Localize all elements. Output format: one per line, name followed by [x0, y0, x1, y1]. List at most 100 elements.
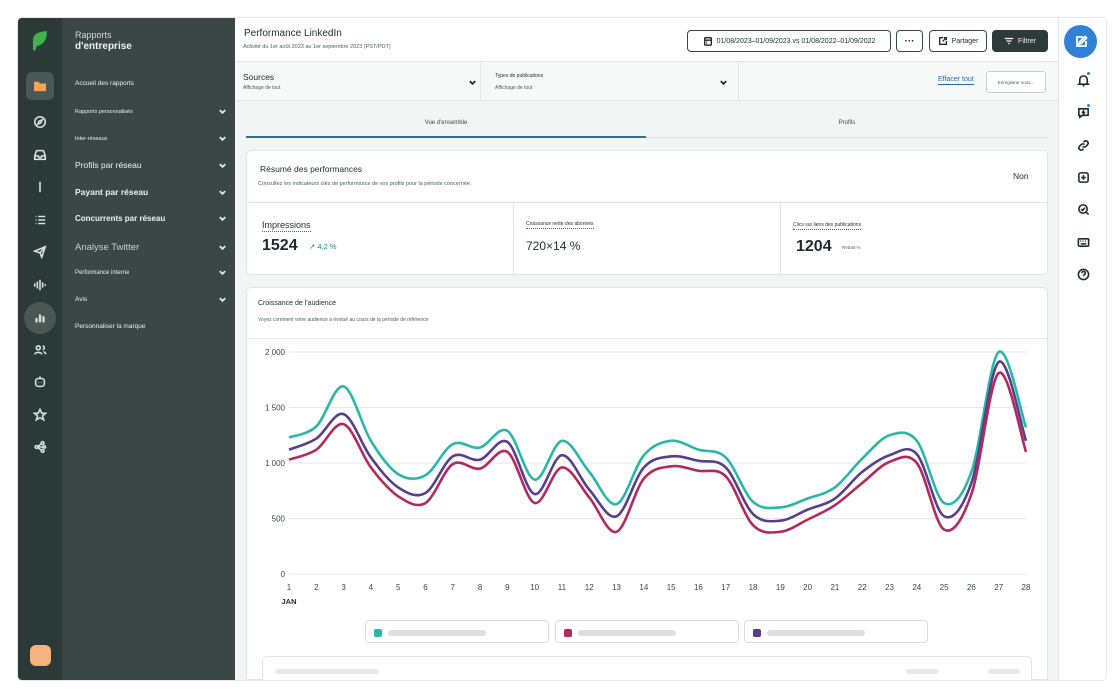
clear-all-link[interactable]: Effacer tout [938, 76, 974, 85]
x-tick-label: 6 [423, 583, 428, 592]
x-tick-label: 13 [612, 583, 621, 592]
send-icon[interactable] [26, 238, 54, 266]
help-button[interactable] [1073, 264, 1093, 284]
tab-label: Vue d'ensemble [424, 120, 468, 126]
nav-item-branding[interactable]: Personnaliser la marque [75, 323, 227, 330]
growth-subtitle: Voyez comment votre audience a évolué au… [258, 317, 429, 323]
legend-swatch [564, 629, 572, 637]
x-tick-label: 8 [478, 583, 483, 592]
legend-item-series-1[interactable] [365, 620, 549, 643]
y-tick-label: 1 000 [265, 459, 286, 468]
nav-item-label: Analyse Twitter [75, 242, 140, 253]
nav-item-competitors-by-network[interactable]: Concurrents par réseau [75, 214, 227, 223]
notifications-button[interactable] [1073, 70, 1093, 90]
x-tick-label: 23 [885, 583, 894, 592]
review-button[interactable] [1073, 199, 1093, 219]
x-tick-label: 1 [287, 583, 292, 592]
y-tick-label: 500 [272, 515, 286, 524]
legend-item-series-2[interactable] [555, 620, 739, 643]
metric-value: 1524 [262, 237, 298, 254]
share-icon [938, 37, 947, 45]
sources-select[interactable]: Sources Affichage de tout [235, 63, 481, 101]
nav-item-label: Rapports personnalisés [75, 108, 133, 115]
x-tick-label: 10 [530, 583, 539, 592]
keyboard-button[interactable] [1073, 232, 1093, 252]
filter-button[interactable]: Filtrer [992, 30, 1048, 52]
reports-icon[interactable] [24, 302, 56, 334]
pin-icon[interactable] [26, 173, 54, 201]
tab-profiles[interactable]: Profils [646, 120, 1048, 138]
more-options-button[interactable]: ··· [896, 30, 923, 52]
nav-item-twitter-analysis[interactable]: Analyse Twitter [75, 242, 227, 253]
add-content-button[interactable] [1073, 167, 1093, 187]
date-range-button[interactable]: 01/08/2023–01/09/2023 vs 01/08/2022–01/0… [687, 30, 891, 52]
link-button[interactable] [1073, 135, 1093, 155]
chevron-down-icon [219, 109, 226, 115]
link-icon [1077, 139, 1089, 151]
page-title: Performance LinkedIn [244, 28, 342, 39]
metric-label[interactable]: Croissance nette des abonnés [526, 221, 594, 229]
y-tick-label: 0 [281, 570, 286, 579]
add-box-icon [1077, 171, 1089, 183]
folder-icon[interactable] [26, 72, 54, 100]
save-as-button[interactable]: Enregistrer sous... [986, 71, 1046, 93]
legend-item-series-3[interactable] [744, 620, 928, 643]
inbox-icon[interactable] [26, 141, 54, 169]
nav-item-label: Profils par réseau [75, 160, 142, 170]
nav-item-custom-reports[interactable]: Rapports personnalisés [75, 107, 227, 116]
bot-icon[interactable] [26, 368, 54, 396]
nav-item-reports-home[interactable]: Accueil des rapports [75, 80, 227, 87]
list-icon[interactable] [26, 206, 54, 234]
nav-item-label: Personnaliser la marque [75, 323, 146, 330]
nav-item-paid-by-network[interactable]: Payant par réseau [75, 187, 227, 197]
series-line-3 [288, 371, 1028, 534]
sources-label: Sources [243, 72, 275, 82]
summary-title: Résumé des performances [260, 164, 363, 174]
x-tick-label: 24 [912, 583, 921, 592]
x-tick-label: 16 [694, 583, 703, 592]
placeholder-bar [988, 669, 1020, 674]
share-button[interactable]: Partager [929, 30, 987, 52]
compass-icon[interactable] [26, 108, 54, 136]
metric-value: 1204 [796, 238, 832, 255]
nav-title: Rapports d'entreprise [75, 29, 132, 53]
x-tick-label: 15 [667, 583, 676, 592]
avatar[interactable] [30, 645, 51, 666]
app-window: Rapports d'entreprise Accueil des rappor… [18, 18, 1106, 680]
chat-bolt-icon [1077, 107, 1089, 119]
x-tick-label: 14 [639, 583, 648, 592]
date-range-label: 01/08/2023–01/09/2023 vs 01/08/2022–01/0… [716, 37, 876, 45]
metric-label[interactable]: Impressions [262, 220, 311, 232]
nav-item-label: Concurrents par réseau [75, 214, 166, 223]
series-line-2 [288, 360, 1028, 523]
nav-item-cross-network[interactable]: Inter-réseaux [75, 134, 227, 143]
audio-icon[interactable] [26, 271, 54, 299]
reports-nav: Rapports d'entreprise Accueil des rappor… [62, 18, 235, 680]
messages-button[interactable] [1073, 102, 1093, 122]
chevron-down-icon [219, 270, 226, 276]
nav-item-internal-performance[interactable]: Performance interne [75, 268, 227, 277]
chevron-down-icon [219, 245, 226, 251]
network-icon[interactable] [26, 433, 54, 461]
chevron-down-icon [720, 80, 727, 86]
nav-item-reviews[interactable]: Avis [75, 295, 227, 304]
card-divider [247, 202, 1047, 203]
nav-item-profiles-by-network[interactable]: Profils par réseau [75, 160, 227, 170]
x-tick-label: 2 [314, 583, 319, 592]
people-icon[interactable] [26, 336, 54, 364]
tab-overview[interactable]: Vue d'ensemble [246, 120, 646, 138]
compose-button[interactable] [1064, 25, 1097, 58]
metric-net-follower-growth: Croissance nette des abonnés 720×14 % [514, 203, 780, 275]
table-placeholder [262, 656, 1032, 680]
metric-label[interactable]: Clics sur liens des publications [793, 222, 862, 230]
star-icon[interactable] [26, 401, 54, 429]
comparison-toggle[interactable]: Non [1013, 171, 1029, 181]
metric-link-clicks: Clics sur liens des publications 1204 Re… [781, 203, 1047, 275]
x-tick-label: 27 [994, 583, 1003, 592]
more-options-icon: ··· [904, 35, 915, 47]
y-tick-label: 1 500 [265, 404, 286, 413]
x-tick-label: 11 [558, 583, 567, 592]
help-icon [1077, 268, 1089, 280]
post-types-select[interactable]: Types de publications Affichage de tout [487, 63, 739, 101]
